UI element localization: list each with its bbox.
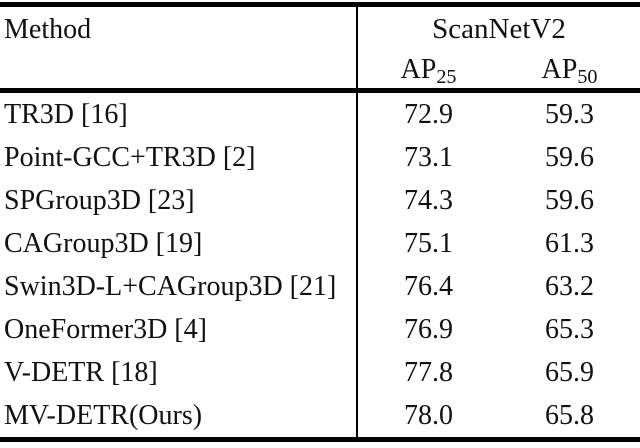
ap25-value: 76.9: [404, 313, 453, 345]
ap25-value: 72.9: [404, 98, 453, 130]
method-header-label: Method: [4, 14, 92, 45]
table-row: Swin3D-L+CAGroup3D [21] 76.4 63.2: [0, 265, 640, 308]
value-cells: 77.8 65.9: [356, 351, 640, 394]
method-column-header: Method: [0, 7, 356, 88]
ap25-value: 73.1: [404, 141, 453, 173]
ap50-value: 63.2: [545, 270, 594, 302]
table-row: CAGroup3D [19] 75.1 61.3: [0, 222, 640, 265]
table-row: Point-GCC+TR3D [2] 73.1 59.6: [0, 136, 640, 179]
header-rule: [0, 88, 640, 93]
ap50-value: 59.6: [545, 141, 594, 173]
table-row: V-DETR [18] 77.8 65.9: [0, 351, 640, 394]
column-header-ap25: AP25: [358, 51, 499, 88]
value-cells: 72.9 59.3: [356, 93, 640, 136]
ap50-value: 65.8: [545, 399, 594, 431]
ap50-value: 61.3: [545, 227, 594, 259]
value-cells: 73.1 59.6: [356, 136, 640, 179]
ap25-value: 75.1: [404, 227, 453, 259]
top-rule: [0, 2, 640, 7]
value-cells: 76.9 65.3: [356, 308, 640, 351]
group-header-row: ScanNetV2: [358, 7, 640, 51]
method-cell: MV-DETR(Ours): [4, 399, 203, 431]
table-row: MV-DETR(Ours) 78.0 65.8: [0, 394, 640, 437]
ap25-value: 74.3: [404, 184, 453, 216]
subheader-row: AP25 AP50: [358, 51, 640, 88]
ap50-value: 59.6: [545, 184, 594, 216]
bottom-rule: [0, 437, 640, 442]
method-cell: SPGroup3D [23]: [4, 184, 195, 216]
table-row: OneFormer3D [4] 76.9 65.3: [0, 308, 640, 351]
value-cells: 75.1 61.3: [356, 222, 640, 265]
column-header-ap50: AP50: [499, 51, 640, 88]
method-cell: Swin3D-L+CAGroup3D [21]: [4, 270, 337, 302]
method-cell: CAGroup3D [19]: [4, 227, 203, 259]
group-header-label: ScanNetV2: [432, 12, 566, 45]
method-cell: Point-GCC+TR3D [2]: [4, 141, 256, 173]
ap50-value: 65.3: [545, 313, 594, 345]
ap50-value: 65.9: [545, 356, 594, 388]
method-cell: TR3D [16]: [4, 98, 128, 130]
ap25-label: AP25: [400, 53, 457, 88]
ap25-value: 78.0: [404, 399, 453, 431]
value-cells: 76.4 63.2: [356, 265, 640, 308]
value-cells: 78.0 65.8: [356, 394, 640, 437]
ap50-value: 59.3: [545, 98, 594, 130]
table-row: TR3D [16] 72.9 59.3: [0, 93, 640, 136]
ap25-value: 77.8: [404, 356, 453, 388]
method-cell: OneFormer3D [4]: [4, 313, 207, 345]
value-cells: 74.3 59.6: [356, 179, 640, 222]
table-header: Method ScanNetV2 AP25 AP50: [0, 7, 640, 88]
method-cell: V-DETR [18]: [4, 356, 158, 388]
table-row: SPGroup3D [23] 74.3 59.6: [0, 179, 640, 222]
table-body: TR3D [16] 72.9 59.3 Point-GCC+TR3D [2] 7…: [0, 93, 640, 437]
ap25-value: 76.4: [404, 270, 453, 302]
ap50-label: AP50: [541, 53, 598, 88]
scannetv2-column-group: ScanNetV2 AP25 AP50: [356, 7, 640, 88]
